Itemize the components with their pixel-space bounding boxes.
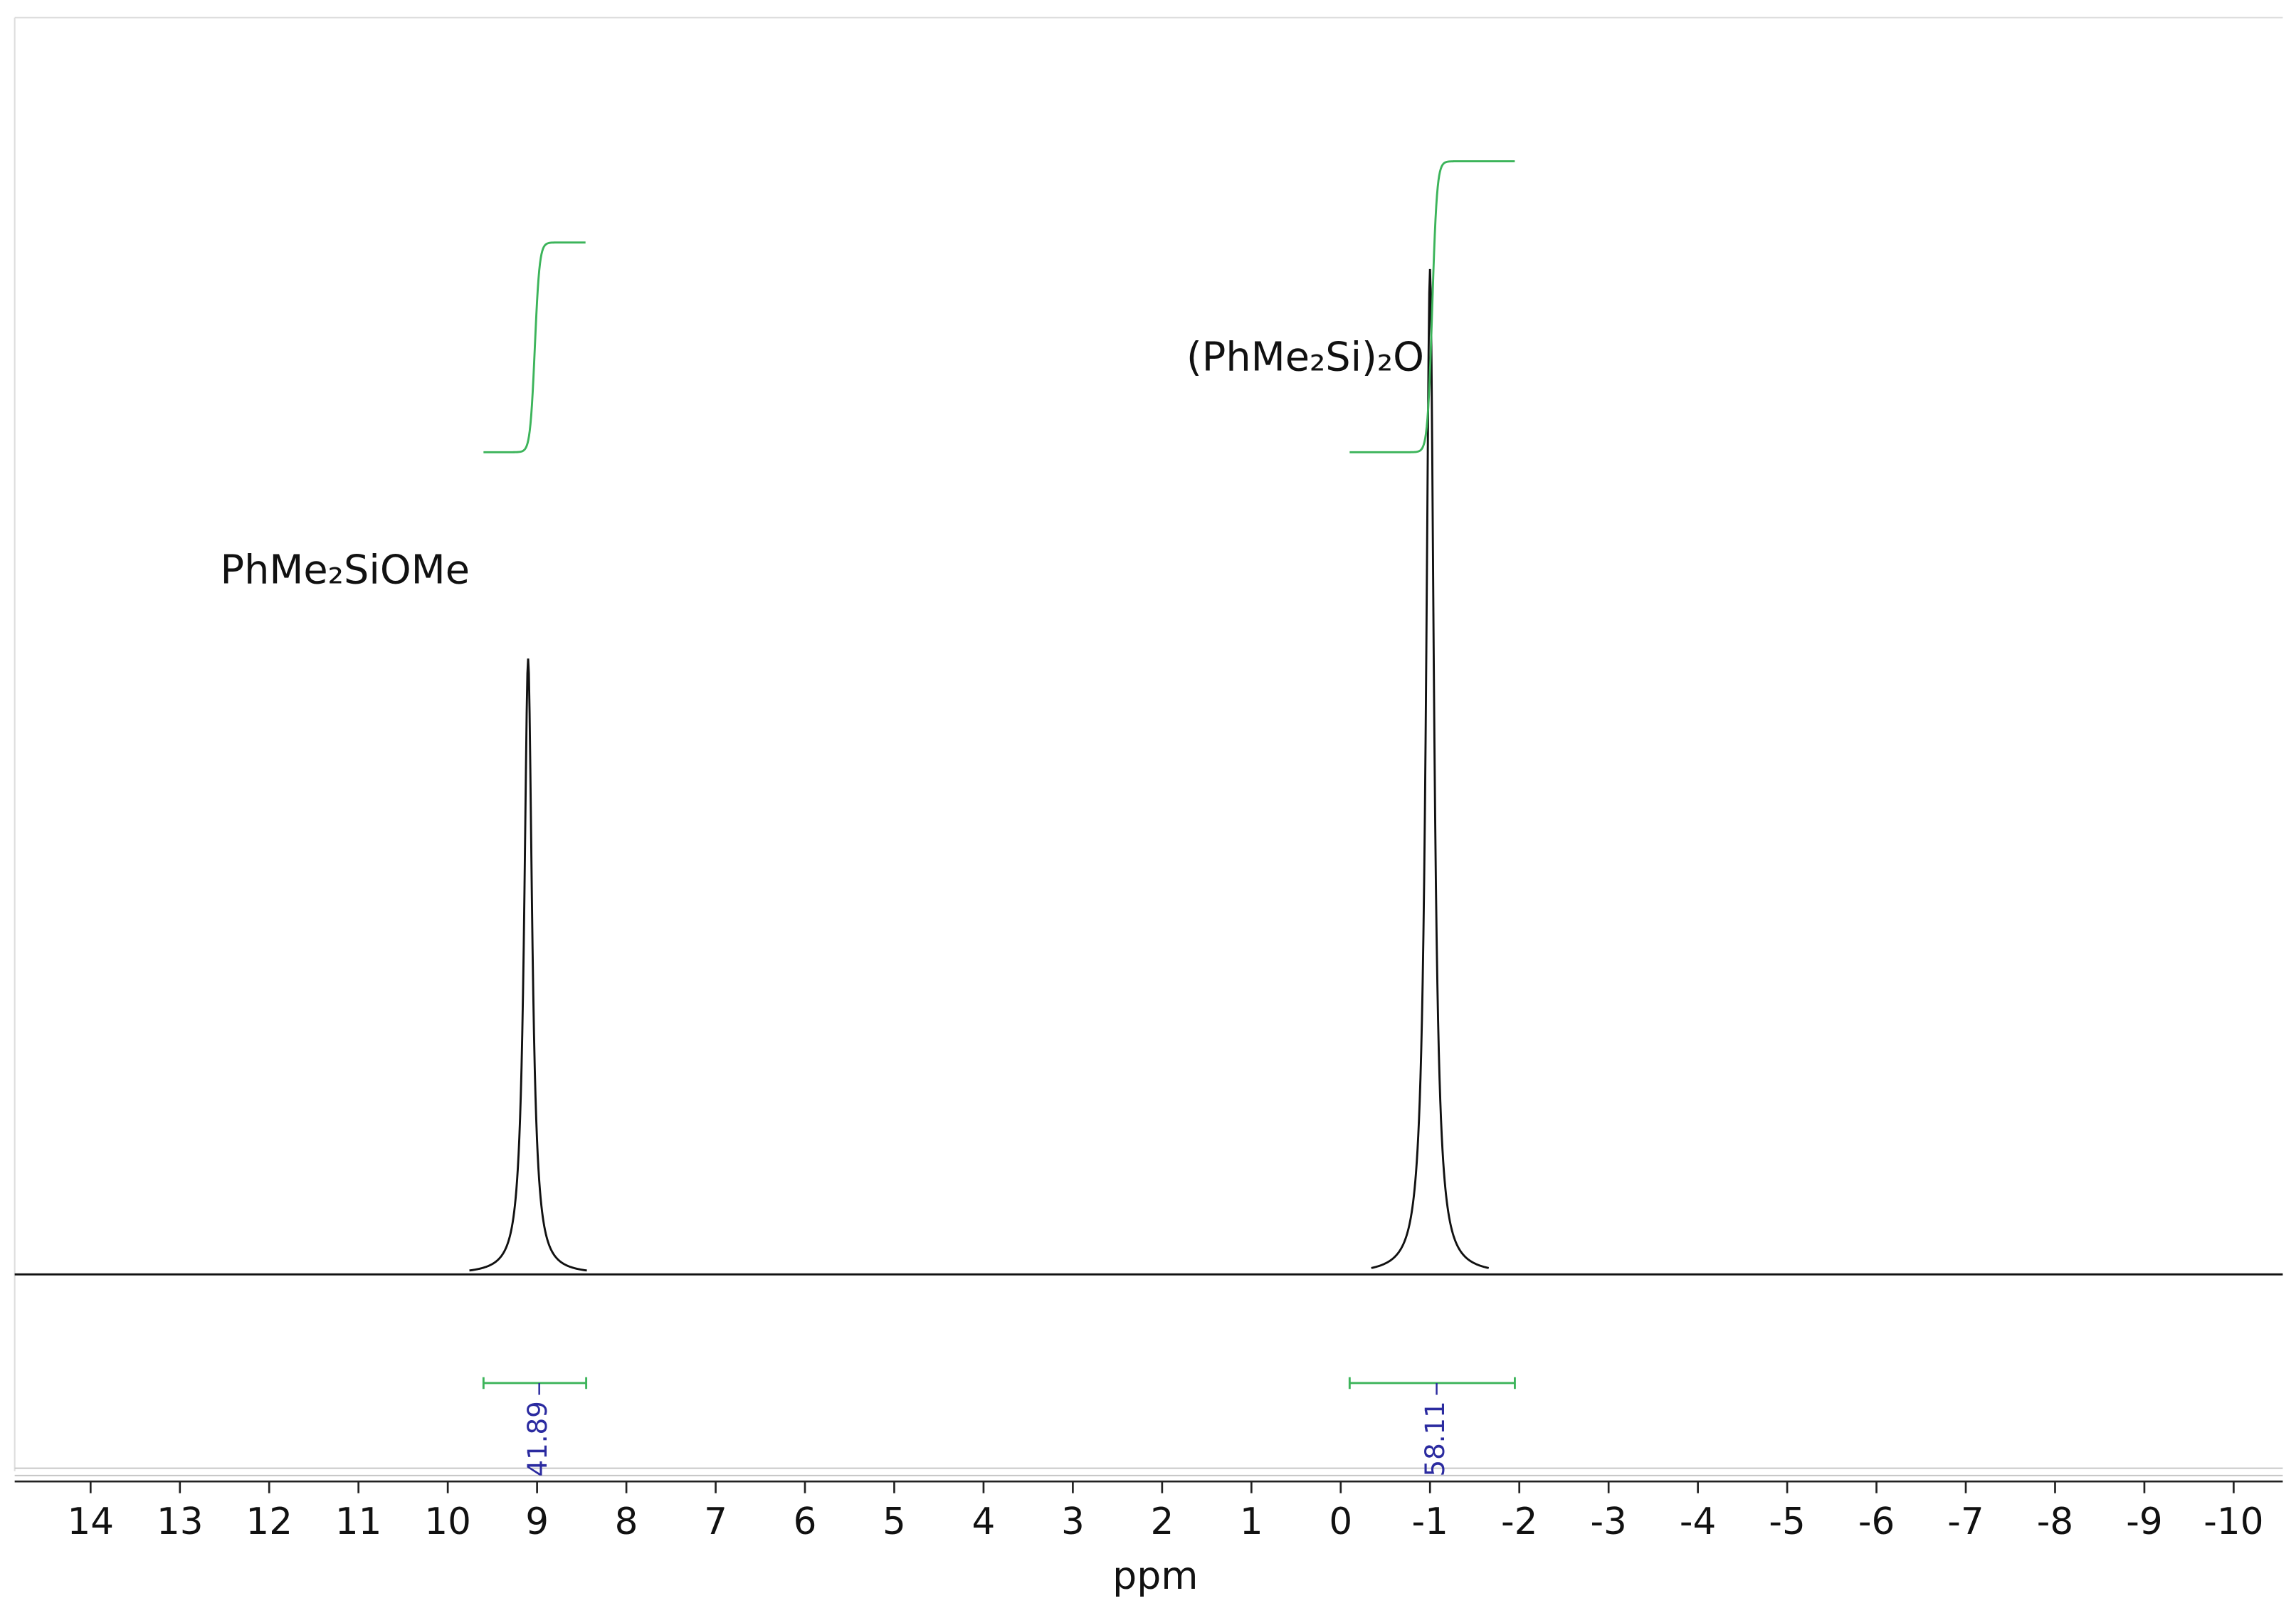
x-tick-label: 6 [794, 1501, 817, 1543]
x-tick-label: -1 [1412, 1501, 1448, 1543]
x-tick-label: -4 [1680, 1501, 1716, 1543]
peak [469, 658, 587, 1272]
x-tick-label: 7 [704, 1501, 727, 1543]
x-tick-label: 12 [246, 1501, 293, 1543]
x-tick-label: 9 [525, 1501, 549, 1543]
x-tick-label: -5 [1769, 1501, 1805, 1543]
x-tick-label: -3 [1590, 1501, 1626, 1543]
x-tick-label: -9 [2126, 1501, 2162, 1543]
x-tick-label: -2 [1501, 1501, 1537, 1543]
peak-label: PhMe₂SiOMe [221, 547, 470, 594]
x-tick-label: 0 [1329, 1501, 1352, 1543]
x-tick-label: 10 [424, 1501, 471, 1543]
x-tick-label: 1 [1240, 1501, 1263, 1543]
integral-curve [483, 241, 586, 453]
integral-label: 58.11 [1420, 1401, 1450, 1476]
x-tick-label: 3 [1061, 1501, 1085, 1543]
x-tick-label: 8 [615, 1501, 638, 1543]
x-tick-label: 4 [972, 1501, 996, 1543]
x-axis-label: ppm [1112, 1553, 1198, 1598]
x-tick-label: 2 [1150, 1501, 1174, 1543]
x-tick-label: 14 [67, 1501, 114, 1543]
integral-label: 41.89 [522, 1401, 553, 1476]
x-tick-label: 11 [335, 1501, 382, 1543]
x-tick-label: -6 [1858, 1501, 1895, 1543]
peak-label: (PhMe₂Si)₂O [1186, 334, 1424, 380]
x-tick-label: -7 [1947, 1501, 1984, 1543]
peak [1371, 268, 1490, 1269]
x-tick-label: 13 [157, 1501, 204, 1543]
x-tick-label: -8 [2037, 1501, 2073, 1543]
integral-curve [1349, 160, 1515, 453]
x-tick-label: -10 [2203, 1501, 2263, 1543]
x-tick-label: 5 [883, 1501, 906, 1543]
